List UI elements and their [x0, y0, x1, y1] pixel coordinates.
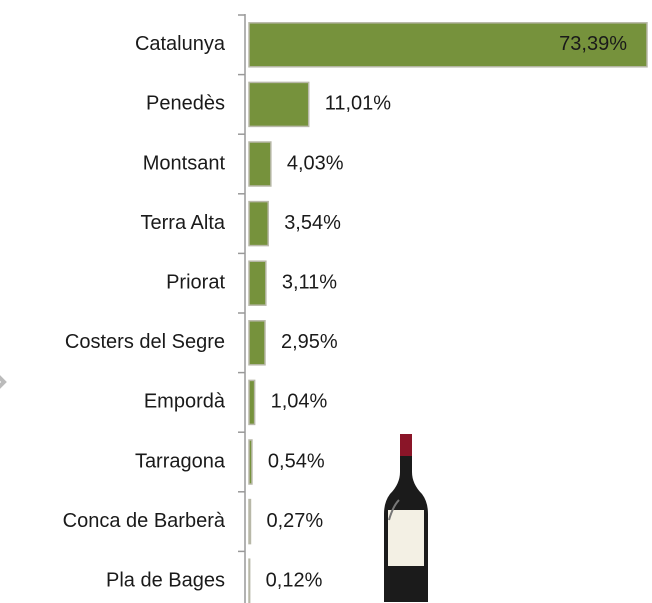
- bar: [248, 81, 310, 128]
- category-label: Tarragona: [135, 450, 226, 472]
- scroll-arrow: [0, 375, 7, 389]
- bar: [248, 498, 252, 545]
- bar: [248, 200, 269, 247]
- bar: [248, 379, 256, 426]
- category-label: Empordà: [144, 391, 226, 413]
- category-label: Costers del Segre: [65, 331, 225, 353]
- value-label: 73,39%: [559, 33, 627, 55]
- category-label: Conca de Barberà: [63, 510, 226, 532]
- value-label: 0,54%: [268, 450, 325, 472]
- bar: [248, 320, 266, 366]
- category-label: Penedès: [146, 93, 225, 115]
- value-label: 2,95%: [281, 331, 338, 353]
- category-label: Catalunya: [135, 33, 226, 55]
- bar: [248, 22, 648, 68]
- value-label: 0,27%: [266, 510, 323, 532]
- value-label: 4,03%: [287, 152, 344, 174]
- value-label: 0,12%: [266, 569, 323, 591]
- wine-bottle: [384, 434, 428, 602]
- value-label: 3,54%: [284, 212, 341, 234]
- value-label: 11,01%: [325, 93, 392, 115]
- category-label: Priorat: [166, 271, 225, 293]
- category-label: Terra Alta: [141, 212, 226, 234]
- bar: [248, 260, 267, 306]
- category-label: Pla de Bages: [106, 569, 225, 591]
- value-label: 3,11%: [282, 271, 337, 293]
- category-label: Montsant: [143, 152, 226, 174]
- value-label: 1,04%: [271, 391, 328, 413]
- bar: [248, 141, 272, 187]
- bar: [248, 439, 253, 485]
- bar: [248, 558, 251, 603]
